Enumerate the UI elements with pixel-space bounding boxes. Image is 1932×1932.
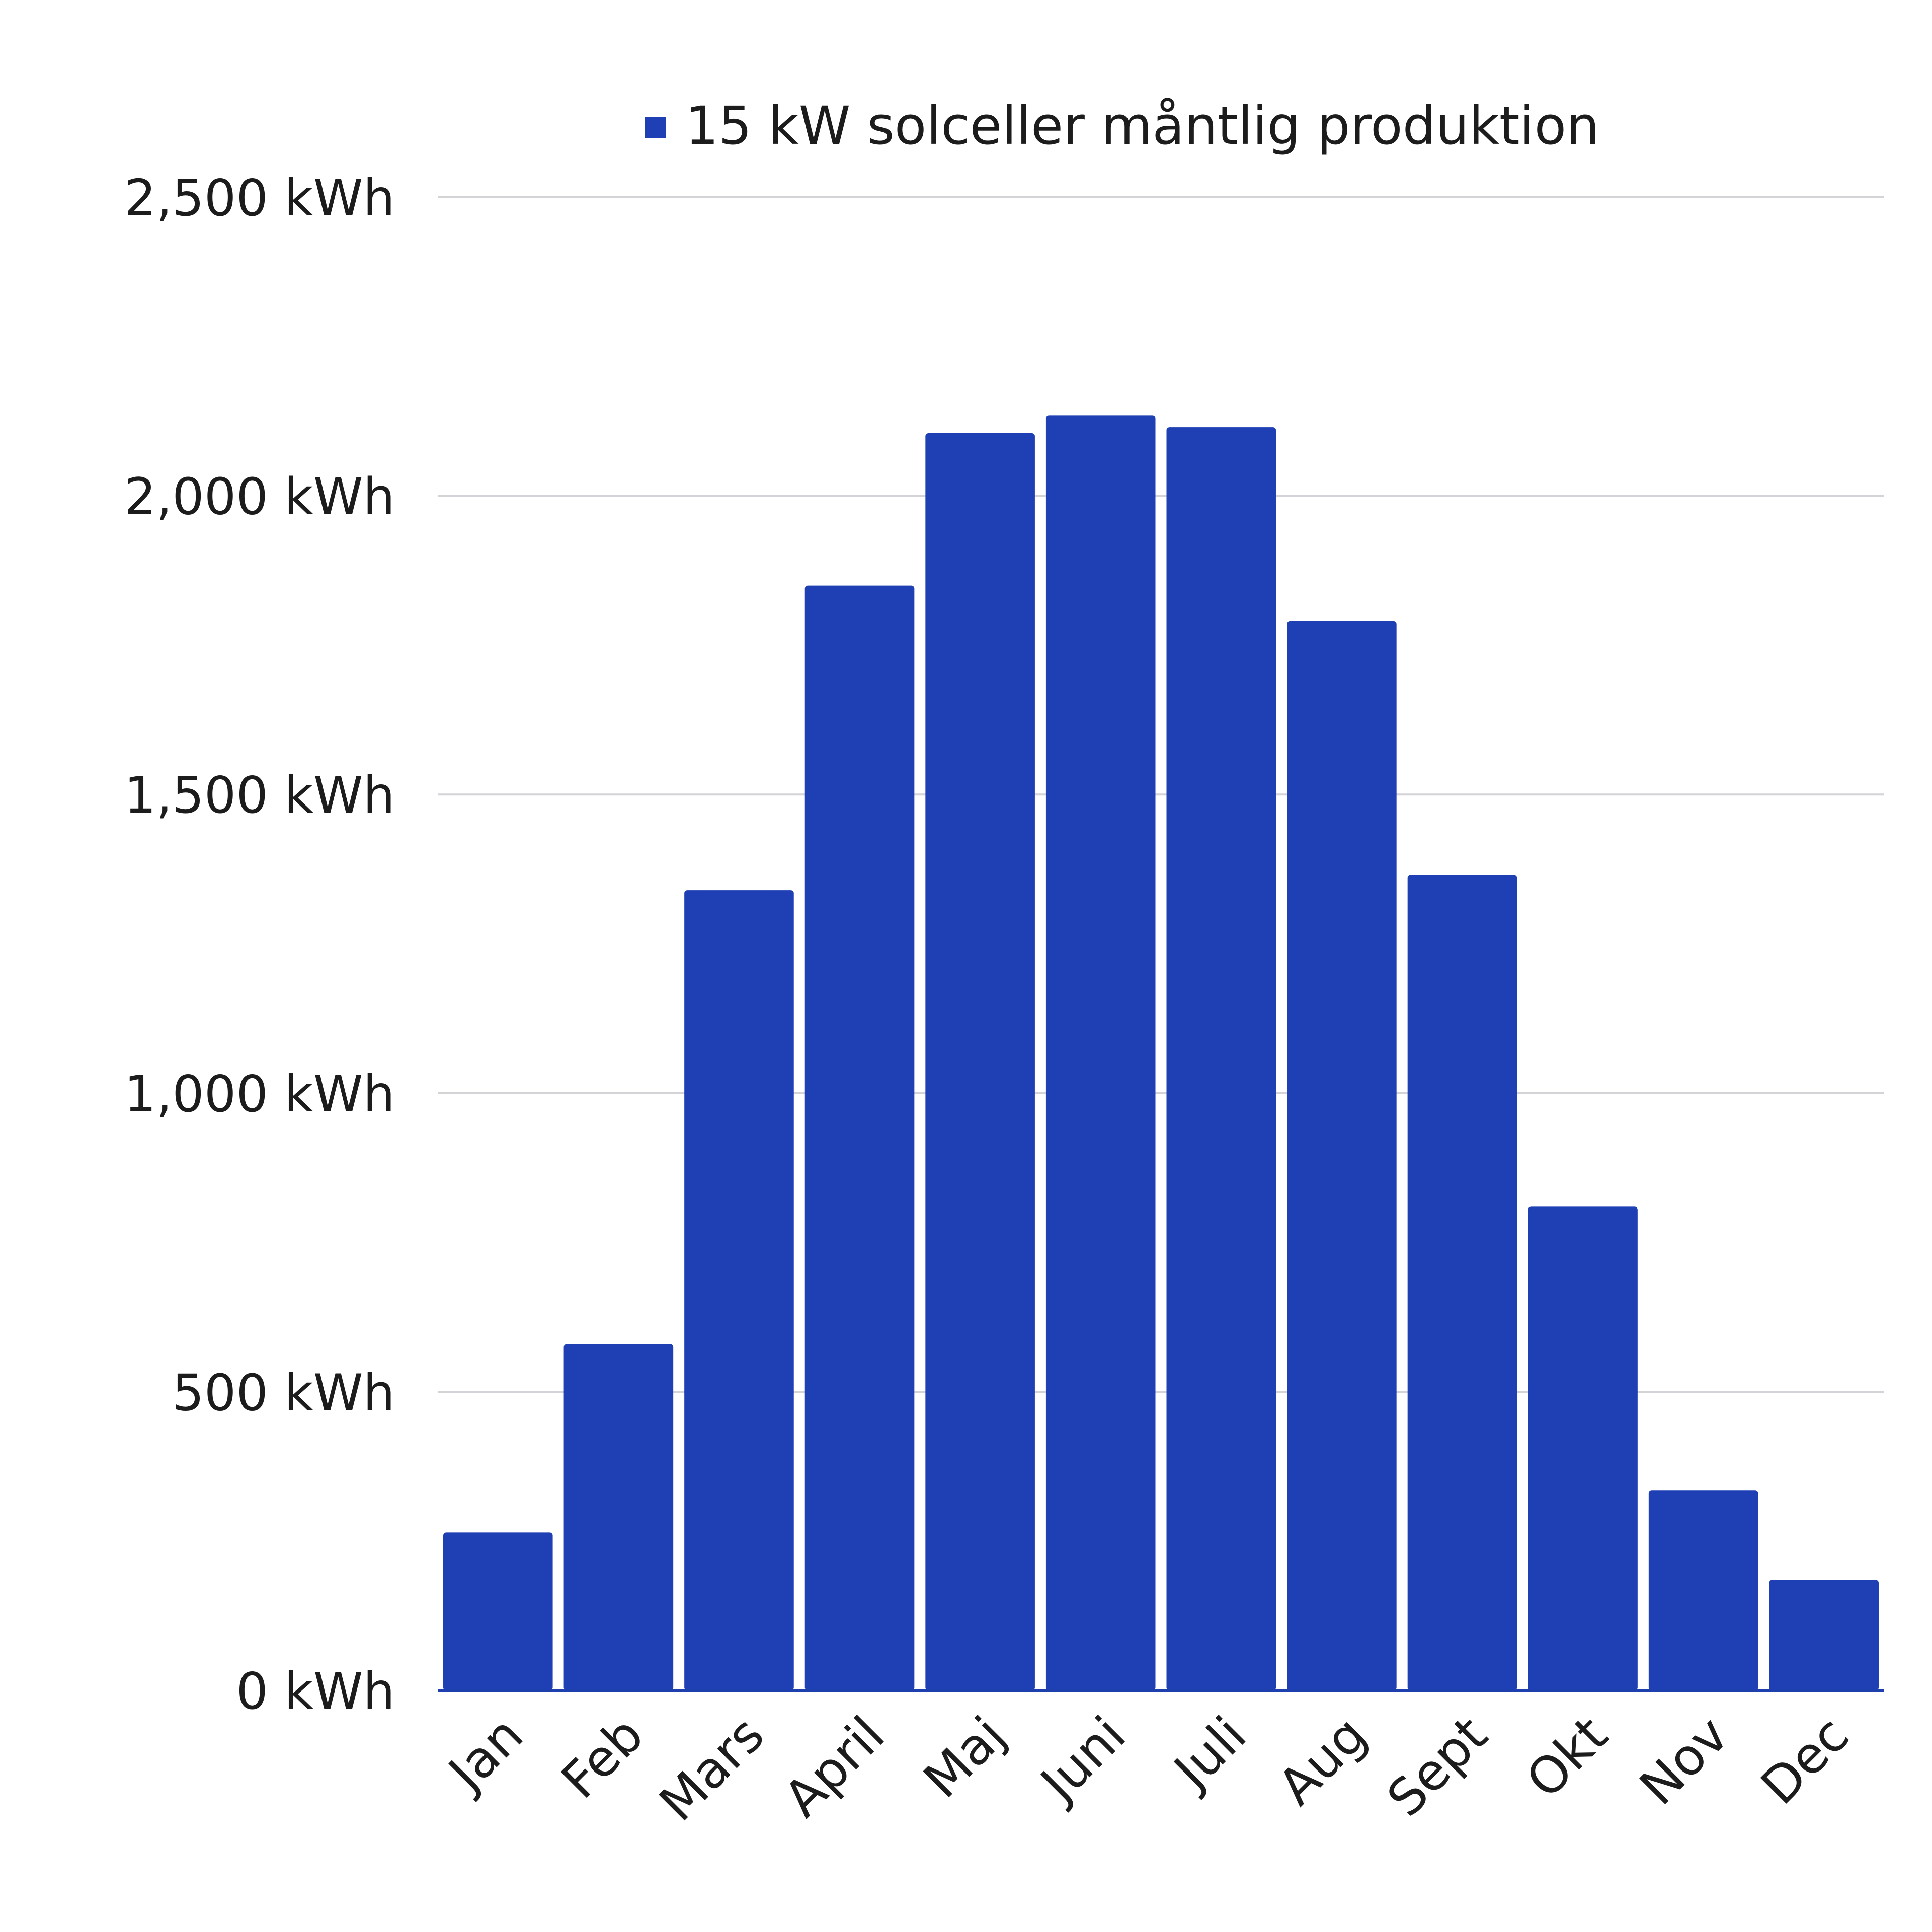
x-tick-label: Okt: [1515, 1705, 1619, 1809]
y-tick-label: 1,000 kWh: [124, 1065, 395, 1123]
x-tick-label: Maj: [912, 1705, 1016, 1809]
bar-nov: [1648, 1490, 1758, 1691]
bar-okt: [1528, 1206, 1638, 1691]
bar-sept: [1407, 875, 1517, 1691]
y-tick-label: 2,000 kWh: [124, 467, 395, 526]
bar-feb: [564, 1344, 674, 1691]
x-tick-label: Aug: [1267, 1705, 1378, 1816]
x-tick-label: Mars: [648, 1705, 775, 1832]
bar-jan: [443, 1532, 553, 1691]
bar-april: [804, 585, 915, 1691]
bar-aug: [1287, 621, 1397, 1691]
bar-dec: [1769, 1580, 1879, 1691]
gridlines: [438, 196, 1884, 1393]
x-tick-label: Jan: [436, 1705, 534, 1804]
y-tick-label: 0 kWh: [236, 1662, 395, 1721]
bar-maj: [925, 433, 1035, 1691]
y-tick-label: 1,500 kWh: [124, 766, 395, 825]
x-tick-label: Sept: [1376, 1705, 1499, 1828]
x-tick-label: Dec: [1750, 1705, 1861, 1816]
y-tick-label: 2,500 kWh: [124, 169, 395, 227]
bars: [443, 415, 1879, 1691]
x-tick-label: Juni: [1028, 1705, 1137, 1814]
legend-swatch: [645, 117, 666, 138]
legend: 15 kW solceller måntlig produktion: [645, 95, 1599, 156]
bar-mars: [684, 890, 794, 1691]
x-tick-label: Nov: [1629, 1705, 1740, 1816]
bar-juni: [1045, 415, 1156, 1691]
x-tick-label: Feb: [550, 1705, 655, 1810]
y-tick-label: 500 kWh: [172, 1363, 395, 1422]
x-tick-label: April: [773, 1705, 896, 1828]
legend-label: 15 kW solceller måntlig produktion: [685, 95, 1599, 156]
x-tick-label: Juli: [1161, 1705, 1257, 1802]
bar-juli: [1166, 427, 1276, 1691]
